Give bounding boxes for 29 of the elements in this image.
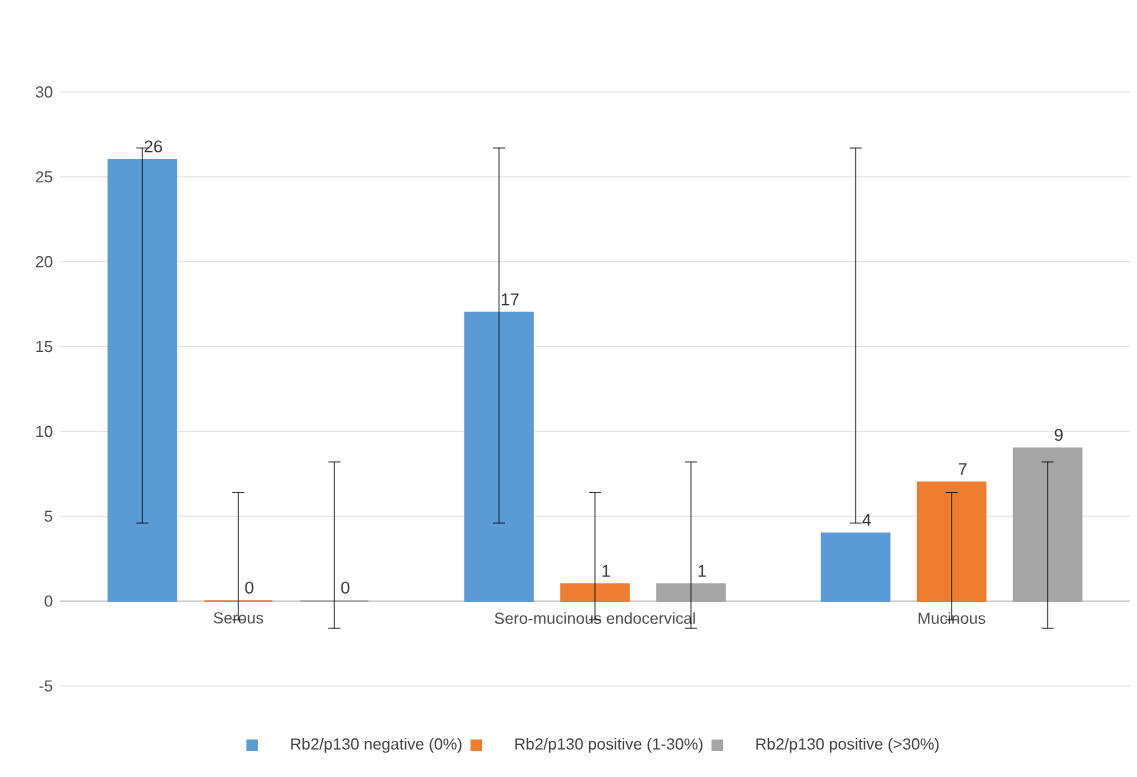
data-label: 0	[341, 581, 350, 594]
y-tick-label: 30	[35, 86, 53, 98]
y-tick-label: 5	[44, 510, 53, 522]
bar	[916, 481, 987, 602]
bar	[656, 583, 726, 602]
x-tick-label: Serous	[213, 612, 264, 624]
data-label: 9	[1054, 428, 1063, 441]
bar	[820, 532, 891, 602]
data-label: 1	[602, 564, 610, 577]
bar	[107, 159, 178, 602]
data-label: 7	[958, 463, 967, 475]
data-label: 4	[862, 514, 871, 526]
data-label: 17	[501, 293, 519, 306]
bar	[464, 311, 534, 602]
data-label: 0	[245, 581, 254, 594]
y-tick-label: 0	[44, 595, 53, 607]
y-tick-label: 15	[36, 340, 53, 353]
legend-label: Rb2/p130 positive (1-30%)	[515, 737, 703, 753]
x-tick-label: Mucinous	[918, 612, 986, 624]
data-label: 26	[144, 140, 163, 153]
y-tick-label: 25	[35, 171, 53, 183]
y-tick-label: -5	[39, 680, 53, 692]
legend-label: Rb2/p130 positive (>30%)	[756, 737, 939, 753]
legend-label: Rb2/p130 negative (0%)	[291, 737, 462, 753]
y-tick-label: 10	[36, 425, 53, 438]
y-tick-label: 20	[35, 256, 53, 268]
bar	[560, 583, 630, 602]
bar	[1012, 447, 1083, 602]
data-label: 1	[698, 564, 706, 577]
